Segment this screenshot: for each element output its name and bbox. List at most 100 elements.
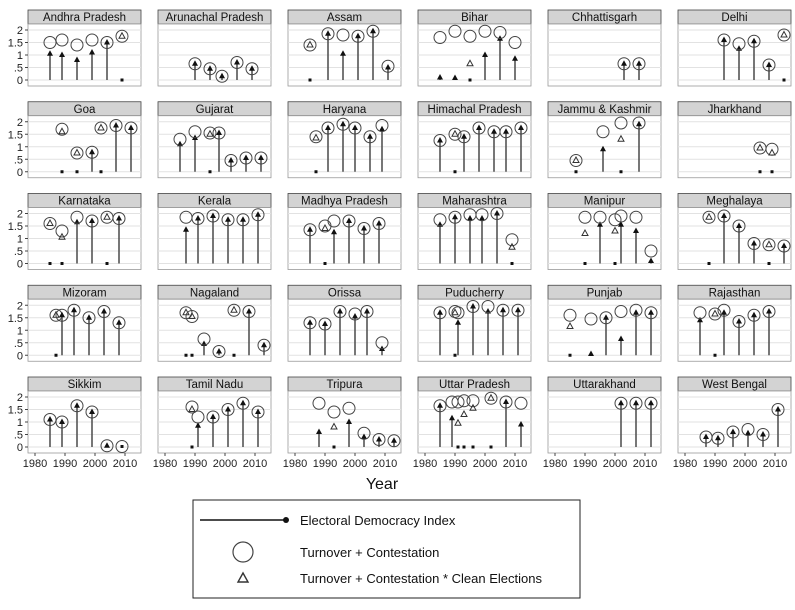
tc-circle: [206, 209, 220, 223]
edi-marker: [449, 414, 455, 421]
edi-marker: [86, 314, 92, 320]
y-tick-label: .5: [14, 430, 23, 442]
edi-marker: [314, 170, 318, 174]
panel-title: Goa: [74, 104, 96, 116]
y-tick-label: 1.5: [8, 221, 23, 233]
edi-marker: [346, 217, 352, 223]
tcc-triangle: [454, 418, 462, 426]
tcc-triangle: [611, 226, 619, 234]
tcc-triangle: [466, 59, 474, 67]
tc-circle: [360, 305, 374, 318]
tc-circle: [478, 24, 492, 38]
panel-title: Uttarakhand: [573, 379, 636, 391]
edi-marker: [228, 157, 234, 163]
tcc-triangle: [451, 308, 459, 316]
tc-circle: [85, 405, 99, 419]
tc-circle: [336, 117, 350, 131]
edi-marker: [600, 145, 606, 152]
edi-marker: [113, 122, 119, 128]
edi-marker: [770, 170, 774, 174]
edi-marker: [352, 313, 358, 319]
tc-circle: [614, 209, 628, 223]
x-tick-label: 2000: [603, 458, 627, 470]
tc-circle: [644, 396, 658, 410]
tc-circle: [472, 121, 486, 135]
tc-circle: [70, 38, 84, 52]
y-tick-label: 2: [17, 25, 23, 37]
edi-marker: [619, 170, 623, 174]
edi-marker: [512, 55, 518, 61]
tc-circle: [747, 34, 761, 48]
x-tick-label: 1990: [443, 458, 467, 470]
tc-circle: [599, 311, 613, 325]
tcc-triangle: [711, 309, 719, 317]
tc-circle: [629, 396, 643, 410]
panel-title: Arunachal Pradesh: [166, 12, 264, 24]
tc-circle: [236, 213, 250, 227]
edi-marker: [120, 445, 124, 448]
tc-circle: [632, 57, 646, 71]
tc-circle: [593, 210, 607, 224]
tc-circle: [212, 126, 226, 140]
edi-marker: [455, 319, 461, 325]
edi-marker: [47, 416, 53, 422]
edi-marker: [697, 316, 703, 323]
x-tick-label: 1990: [573, 458, 597, 470]
edi-marker: [120, 78, 124, 82]
edi-marker: [340, 50, 346, 56]
edi-marker: [503, 128, 509, 134]
y-tick-label: 2: [17, 392, 23, 404]
panel-west-bengal: West Bengal 1980 1990 2000 2010: [673, 376, 792, 470]
tc-circle: [457, 394, 471, 408]
tc-circle: [381, 59, 395, 73]
tcc-triangle: [487, 393, 495, 401]
tc-circle: [109, 119, 123, 132]
panel-title: Karnataka: [58, 196, 111, 208]
tcc-triangle: [572, 155, 580, 163]
tc-circle: [448, 127, 462, 141]
tc-circle: [191, 410, 205, 424]
panel-nagaland: Nagaland: [157, 284, 272, 362]
tcc-triangle: [780, 30, 788, 38]
tc-circle: [191, 212, 205, 225]
tc-circle: [387, 434, 401, 448]
edi-marker: [491, 128, 497, 134]
edi-marker: [583, 262, 587, 265]
edi-marker: [101, 308, 107, 314]
panel-title: West Bengal: [702, 379, 767, 391]
edi-marker: [518, 421, 524, 427]
panel-punjab: Punjab: [547, 284, 662, 362]
edi-marker: [453, 353, 457, 357]
edi-marker: [515, 306, 521, 313]
tcc-triangle: [188, 311, 196, 319]
edi-marker: [736, 318, 742, 324]
edi-marker: [332, 445, 336, 449]
edi-marker: [234, 59, 240, 65]
y-tick-label: 1: [17, 417, 23, 429]
panel-uttarakhand: Uttarakhand 1980 1990 2000 2010: [543, 376, 662, 470]
edi-marker: [71, 306, 77, 313]
tc-circle: [717, 303, 731, 317]
tc-circle: [221, 403, 235, 416]
panel-title: Sikkim: [68, 379, 102, 391]
tc-circle: [333, 305, 347, 318]
tc-circle: [433, 213, 447, 227]
tc-circle: [433, 399, 447, 413]
tc-circle: [475, 208, 489, 222]
edi-marker: [192, 60, 198, 66]
edi-marker: [648, 309, 654, 315]
tc-circle: [375, 336, 389, 350]
edi-marker: [59, 418, 65, 424]
tc-circle: [363, 130, 377, 144]
y-tick-label: 0: [17, 442, 23, 454]
edi-marker: [190, 445, 194, 449]
tc-circle: [448, 24, 462, 38]
edi-marker: [89, 217, 95, 223]
edi-marker: [74, 56, 80, 62]
tc-circle: [303, 38, 317, 52]
tc-circle: [251, 208, 265, 222]
tcc-triangle: [321, 223, 329, 231]
